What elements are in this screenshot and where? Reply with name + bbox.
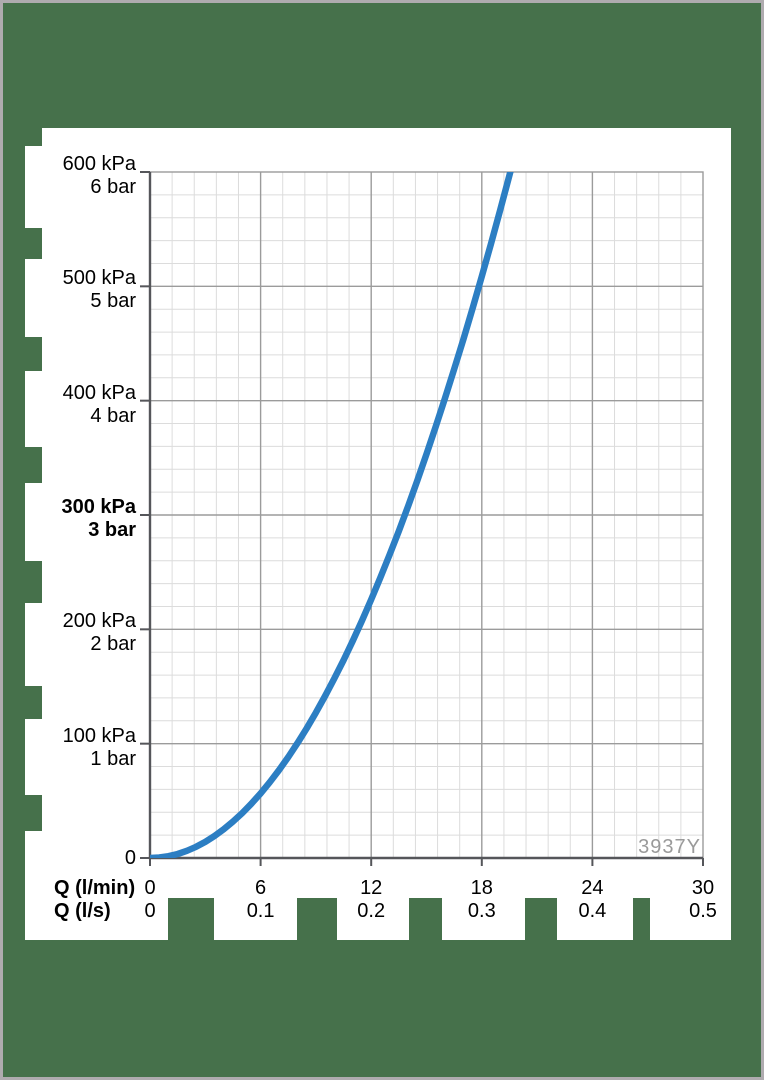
y-label-tab-0 xyxy=(25,831,42,940)
x-label-tab-24 xyxy=(557,898,633,940)
x-axis-label-12: 12 0.2 xyxy=(357,877,385,923)
x-axis-unit-labels: Q (l/min) Q (l/s) xyxy=(54,877,135,923)
x-label-tab-18 xyxy=(442,898,525,940)
x-label-ls: 0.5 xyxy=(689,900,717,922)
y-axis-label-600: 600 kPa 6 bar xyxy=(22,153,136,199)
y-label-bar: 5 bar xyxy=(90,290,136,313)
y-label-tab-500 xyxy=(25,259,42,337)
x-label-ls: 0.4 xyxy=(578,900,607,922)
x-label-tab-0 xyxy=(42,898,168,940)
x-label-tab-12 xyxy=(337,898,409,940)
y-label-bar: 1 bar xyxy=(90,747,136,770)
y-label-bar: 3 bar xyxy=(88,519,136,541)
y-label-kpa: 600 kPa xyxy=(62,153,136,175)
x-label-lmin: 6 xyxy=(255,877,267,899)
x-axis-label-6: 6 0.1 xyxy=(247,877,275,923)
x-label-lmin: 18 xyxy=(470,877,493,899)
x-label-ls: 0.1 xyxy=(246,900,275,922)
y-label-tab-600 xyxy=(25,146,42,228)
y-label-kpa: 500 kPa xyxy=(62,267,136,290)
y-label-bar: 4 bar xyxy=(90,404,136,427)
y-label-kpa: 300 kPa xyxy=(61,496,136,518)
x-label-ls: 0.3 xyxy=(467,900,496,922)
x-label-tab-30 xyxy=(650,898,731,940)
flow-pressure-curve xyxy=(150,172,514,858)
x-label-lmin: 12 xyxy=(360,877,383,899)
x-label-ls: 0 xyxy=(144,900,156,922)
x-label-lmin: 0 xyxy=(144,877,156,899)
x-axis-label-18: 18 0.3 xyxy=(468,877,496,923)
diagram-code: 3937Y xyxy=(638,836,701,858)
y-label-kpa: 100 kPa xyxy=(62,724,136,747)
y-axis-label-200: 200 kPa 2 bar xyxy=(22,610,136,656)
y-label-bar: 2 bar xyxy=(90,633,136,656)
y-label-tab-200 xyxy=(25,603,42,686)
x-axis-unit-lmin: Q (l/min) xyxy=(54,877,136,899)
y-axis-label-100: 100 kPa 1 bar xyxy=(22,725,136,771)
y-axis-label-0: 0 xyxy=(124,846,136,869)
x-label-ls: 0.2 xyxy=(357,900,386,922)
chart-panel-background xyxy=(42,128,731,898)
y-axis-label-300: 300 kPa 3 bar xyxy=(22,496,136,542)
y-label-bar: 6 bar xyxy=(90,176,136,198)
y-label-kpa: 400 kPa xyxy=(62,381,136,404)
y-label-tab-100 xyxy=(25,719,42,795)
x-axis-unit-ls: Q (l/s) xyxy=(54,900,111,922)
y-label-tab-300 xyxy=(25,483,42,561)
x-label-lmin: 24 xyxy=(581,877,604,899)
x-label-tab-6 xyxy=(214,898,297,940)
y-label-tab-400 xyxy=(25,371,42,447)
x-axis-label-24: 24 0.4 xyxy=(578,877,606,923)
x-label-lmin: 30 xyxy=(691,877,715,899)
y-axis-label-500: 500 kPa 5 bar xyxy=(22,267,136,313)
y-axis-label-400: 400 kPa 4 bar xyxy=(22,382,136,428)
x-axis-label-30: 30 0.5 xyxy=(689,877,717,923)
y-label-kpa: 200 kPa xyxy=(62,610,136,633)
